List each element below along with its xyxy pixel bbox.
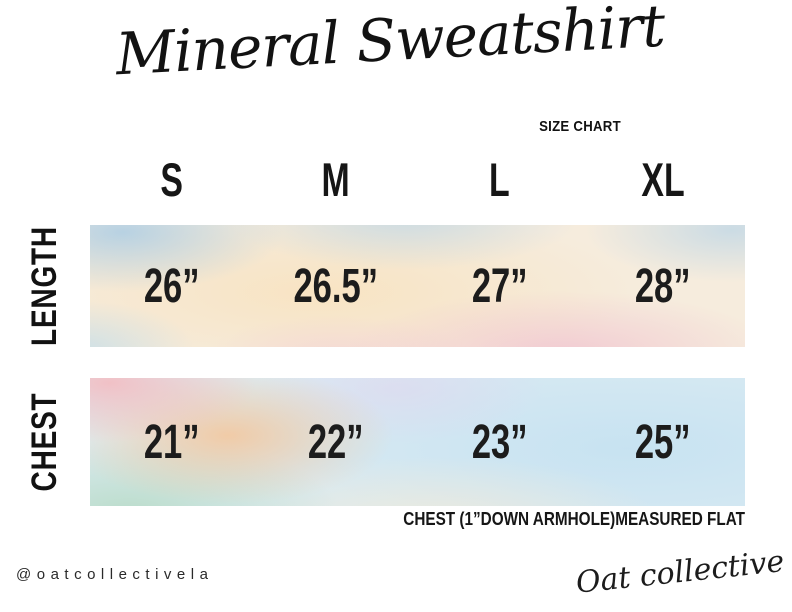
length-row: 26” 26.5” 27” 28” <box>90 225 745 347</box>
size-header-m-label: M <box>321 152 350 206</box>
chest-value-l-text: 23” <box>471 415 528 469</box>
size-chart-label: SIZE CHART <box>539 118 621 135</box>
chest-value-xl: 25” <box>581 415 745 470</box>
measurement-note: CHEST (1”DOWN ARMHOLE)MEASURED FLAT <box>90 509 745 530</box>
size-header-l: L <box>418 150 582 208</box>
length-value-m: 26.5” <box>254 259 418 314</box>
size-header-m: M <box>254 150 418 208</box>
size-header-xl: XL <box>581 150 745 208</box>
measurement-note-text: CHEST (1”DOWN ARMHOLE)MEASURED FLAT <box>403 509 745 529</box>
length-value-m-text: 26.5” <box>293 259 378 313</box>
length-value-s-text: 26” <box>144 259 200 313</box>
size-header-l-label: L <box>489 152 510 206</box>
row-label-length: LENGTH <box>12 225 78 347</box>
length-value-xl-text: 28” <box>635 259 691 313</box>
page-title: Mineral Sweatshirt <box>113 0 666 89</box>
length-value-l-text: 27” <box>471 259 528 313</box>
instagram-handle: @oatcollectivela <box>16 566 214 583</box>
chest-value-m-text: 22” <box>307 415 364 469</box>
row-label-length-text: LENGTH <box>25 226 65 346</box>
row-label-chest-text: CHEST <box>25 392 64 492</box>
length-value-s: 26” <box>90 259 254 314</box>
brand-signature: Oat collective <box>574 544 786 601</box>
chest-value-s-text: 21” <box>144 415 200 469</box>
length-value-xl: 28” <box>581 259 745 314</box>
size-header-row: S M L XL <box>90 150 745 208</box>
length-value-l: 27” <box>418 259 582 314</box>
chest-value-l: 23” <box>418 415 582 470</box>
chest-row: 21” 22” 23” 25” <box>90 378 745 506</box>
size-header-s-label: S <box>160 152 184 206</box>
chest-value-m: 22” <box>254 415 418 470</box>
chest-value-s: 21” <box>90 415 254 470</box>
size-header-s: S <box>90 150 254 208</box>
row-label-chest: CHEST <box>12 378 78 506</box>
chest-value-xl-text: 25” <box>635 415 691 469</box>
size-header-xl-label: XL <box>641 152 685 206</box>
